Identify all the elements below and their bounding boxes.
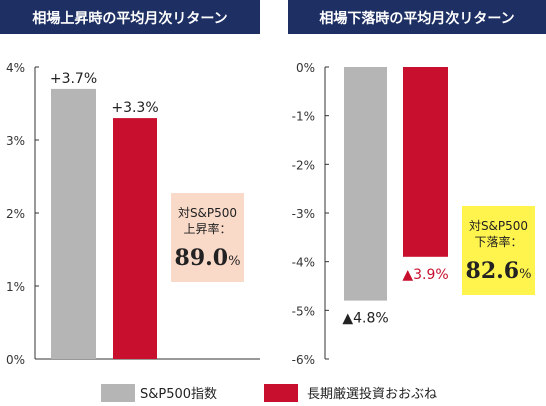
y-tick-label: -4% [292, 256, 315, 270]
legend-label: S&P500指数 [140, 387, 217, 402]
bar-oobune [113, 118, 157, 359]
y-tick-label: -1% [292, 110, 315, 124]
chart-title-banner [288, 0, 546, 34]
bar-oobune [403, 67, 448, 257]
chart-panel-2: 相場下落時の平均月次リターン 0% -1% -2% -3% -4% -5% -6% ▲4.8% ▲… [288, 0, 546, 367]
bar-sp500 [51, 88, 96, 360]
chart-legend: S&P500指数 長期厳選投資おおぶね [101, 384, 437, 402]
ratio-value-number: 82.6 [466, 258, 520, 284]
y-tick-label: 3% [6, 134, 25, 148]
bar-sp500 [344, 67, 387, 301]
y-tick-label: -3% [292, 207, 315, 221]
chart-title-banner [0, 0, 260, 34]
chart-title: 相場下落時の平均月次リターン [319, 10, 514, 27]
ratio-annotation-box [171, 193, 244, 282]
ratio-annotation-line1: 対S&P500 [178, 206, 237, 220]
ratio-annotation-line2: 下落率： [474, 234, 522, 249]
y-tick-label: 1% [6, 280, 25, 294]
legend-swatch [264, 384, 298, 402]
legend-label: 長期厳選投資おおぶね [307, 386, 437, 402]
ratio-value-unit: % [519, 267, 531, 282]
data-label: ▲4.8% [342, 311, 388, 327]
ratio-annotation-line2: 上昇率： [183, 221, 231, 236]
y-tick-label: 0% [6, 353, 25, 367]
ratio-value-number: 89.0 [175, 245, 229, 271]
chart-title: 相場上昇時の平均月次リターン [32, 10, 227, 27]
ratio-annotation-value: 82.6% [466, 258, 532, 284]
y-tick-label: -2% [292, 158, 315, 172]
chart-panel-1: 相場上昇時の平均月次リターン 0% 1% 2% 3% 4% +3.7% +3.3% 対S&P50… [0, 0, 260, 367]
y-tick-label: -6% [292, 353, 315, 367]
y-tick-label: 4% [6, 61, 25, 75]
y-tick-label: 2% [6, 207, 25, 221]
ratio-annotation-box [462, 206, 535, 295]
ratio-annotation-value: 89.0% [175, 245, 241, 271]
y-tick-label: -5% [292, 304, 315, 318]
data-label: +3.3% [111, 100, 158, 116]
data-label: ▲3.9% [402, 267, 448, 283]
data-label: +3.7% [50, 71, 97, 87]
y-tick-label: 0% [296, 61, 315, 75]
ratio-annotation-line1: 対S&P500 [469, 219, 528, 233]
ratio-value-unit: % [228, 254, 240, 269]
legend-swatch [101, 384, 135, 402]
